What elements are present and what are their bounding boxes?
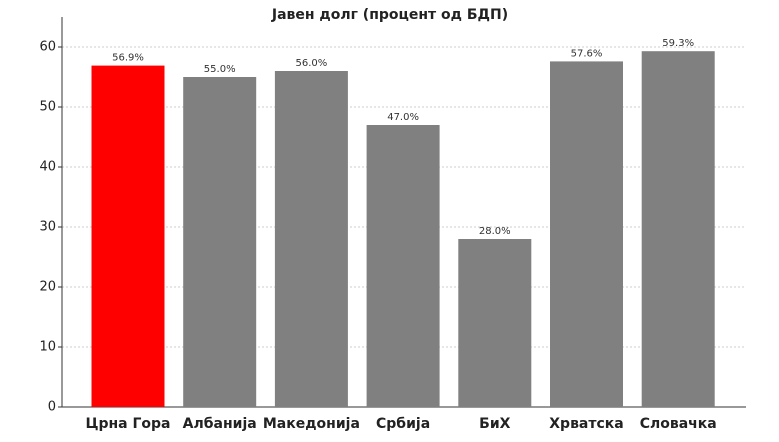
value-label: 57.6%: [571, 48, 603, 59]
value-label: 28.0%: [479, 226, 511, 237]
bar: [183, 77, 257, 407]
y-tick-label: 0: [48, 400, 56, 415]
x-tick-label: БиХ: [479, 416, 510, 432]
value-label: 56.0%: [296, 58, 328, 69]
y-tick-label: 10: [39, 340, 56, 355]
x-tick-label: Србија: [376, 416, 430, 432]
bar: [641, 51, 715, 407]
bar: [458, 239, 532, 407]
y-tick-label: 60: [39, 40, 56, 55]
value-label: 59.3%: [662, 38, 694, 49]
bar: [366, 125, 440, 407]
bar: [91, 65, 165, 407]
x-tick-label: Албанија: [183, 416, 257, 432]
y-tick-label: 30: [39, 220, 56, 235]
x-tick-label: Македонија: [263, 416, 360, 432]
bar: [274, 71, 348, 407]
x-tick-label: Хрватска: [549, 416, 623, 432]
chart-title: Јавен долг (процент од БДП): [271, 7, 508, 23]
y-tick-label: 50: [39, 100, 56, 115]
y-tick-label: 40: [39, 160, 56, 175]
value-label: 56.9%: [112, 53, 144, 64]
y-tick-label: 20: [39, 280, 56, 295]
x-tick-label: Словачка: [640, 416, 717, 432]
value-label: 47.0%: [387, 112, 419, 123]
value-label: 55.0%: [204, 64, 236, 75]
x-tick-label: Црна Гора: [85, 416, 170, 432]
bar: [550, 61, 623, 408]
